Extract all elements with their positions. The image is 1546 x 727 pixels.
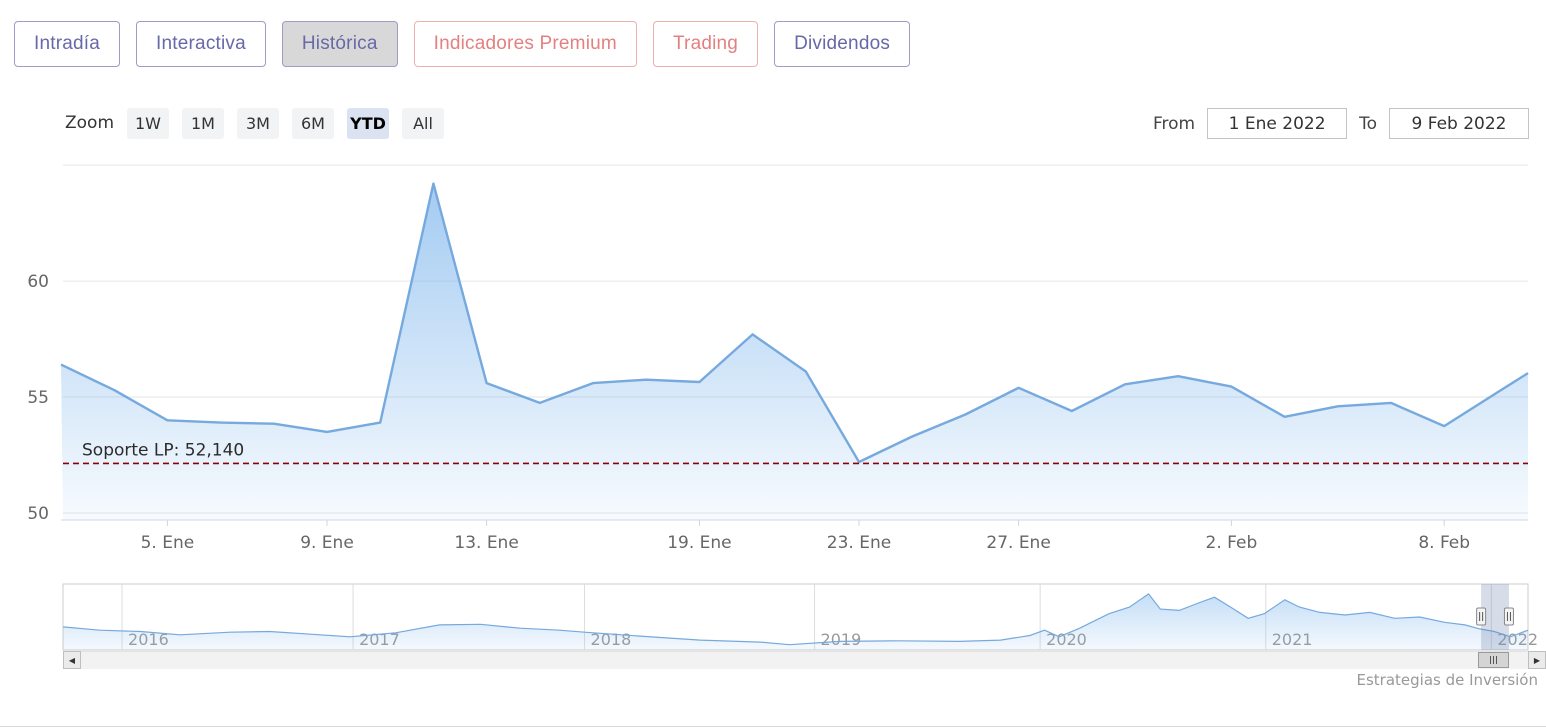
zoom-buttons: 1W 1M 3M 6M YTD All	[127, 108, 444, 139]
scrollbar-left-arrow-icon[interactable]: ◀	[63, 651, 81, 669]
tab-indicadores-premium[interactable]: Indicadores Premium	[413, 21, 637, 67]
range-selector: Zoom 1W 1M 3M 6M YTD All From 1 Ene 2022 To 9…	[0, 108, 1546, 140]
zoom-button-all[interactable]: All	[402, 108, 444, 139]
zoom-button-1w[interactable]: 1W	[127, 108, 169, 139]
x-axis-label: 23. Ene	[827, 533, 891, 553]
x-axis-label: 5. Ene	[141, 533, 195, 553]
zoom-label: Zoom	[65, 113, 115, 133]
from-date-input[interactable]: 1 Ene 2022	[1207, 108, 1348, 139]
to-date-input[interactable]: 9 Feb 2022	[1389, 108, 1529, 139]
price-area[interactable]	[61, 183, 1528, 520]
tab-dividendos[interactable]: Dividendos	[774, 21, 911, 67]
navigator-line	[62, 593, 1529, 646]
x-axis-label: 2. Feb	[1206, 533, 1258, 553]
navigator-right-handle[interactable]	[1503, 607, 1514, 626]
tab-interactiva[interactable]: Interactiva	[136, 21, 266, 67]
zoom-button-1m[interactable]: 1M	[182, 108, 224, 139]
tab-intradía[interactable]: Intradía	[14, 21, 121, 67]
navigator-area[interactable]	[63, 593, 1528, 650]
date-range: From 1 Ene 2022 To 9 Feb 2022	[1153, 108, 1529, 139]
y-axis-label: 60	[27, 272, 49, 292]
x-axis-label: 13. Ene	[454, 533, 518, 553]
zoom-button-3m[interactable]: 3M	[237, 108, 279, 139]
navigator-left-handle[interactable]	[1476, 607, 1487, 626]
to-label: To	[1359, 113, 1377, 134]
x-axis-label: 27. Ene	[986, 533, 1050, 553]
zoom-button-ytd[interactable]: YTD	[347, 108, 389, 139]
price-line[interactable]	[60, 182, 1529, 464]
scrollbar-track[interactable]	[63, 651, 1546, 669]
tab-histórica[interactable]: Histórica	[281, 21, 398, 67]
scrollbar-right-arrow-icon[interactable]: ▶	[1528, 651, 1546, 669]
x-axis-label: 9. Ene	[300, 533, 354, 553]
x-axis-label: 19. Ene	[667, 533, 731, 553]
y-axis-label: 55	[27, 388, 49, 408]
tab-trading[interactable]: Trading	[652, 21, 759, 67]
credit-label: Estrategias de Inversión	[1356, 671, 1539, 689]
support-line-label: Soporte LP: 52,140	[82, 440, 244, 460]
tab-bar: Intradía Interactiva Histórica Indicadores …	[14, 21, 911, 67]
from-label: From	[1152, 113, 1196, 134]
y-axis-label: 50	[27, 504, 49, 524]
x-axis-label: 8. Feb	[1418, 533, 1470, 553]
zoom-button-6m[interactable]: 6M	[292, 108, 334, 139]
scrollbar-thumb[interactable]	[1478, 652, 1509, 668]
